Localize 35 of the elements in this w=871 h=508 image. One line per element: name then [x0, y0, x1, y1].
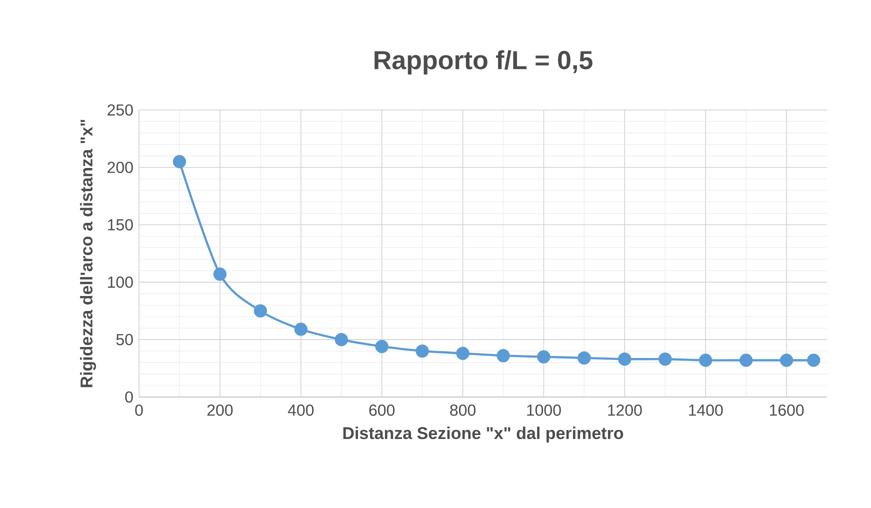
point — [334, 332, 348, 346]
point — [416, 344, 429, 358]
x-axis-title: Distanza Sezione "x" dal perimetro — [343, 426, 624, 443]
point — [456, 346, 470, 360]
x-tick-label: 1600 — [770, 404, 804, 416]
point — [658, 352, 672, 366]
point — [254, 304, 268, 318]
x-tick-label: 600 — [369, 404, 395, 416]
x-tick-label: 1200 — [608, 404, 642, 416]
x-tick-label: 800 — [450, 404, 476, 416]
point — [375, 340, 388, 354]
y-tick-label: 100 — [108, 276, 133, 288]
y-tick-label: 50 — [116, 334, 133, 346]
point — [537, 350, 550, 364]
point — [698, 354, 712, 367]
point — [807, 354, 820, 367]
y-tick-label: 250 — [108, 104, 133, 116]
point — [578, 351, 591, 365]
point — [172, 155, 186, 168]
x-tick-label: 1000 — [527, 404, 561, 416]
x-tick-label: 400 — [288, 404, 314, 416]
point — [739, 354, 753, 367]
point — [496, 349, 510, 362]
point — [294, 322, 308, 336]
y-axis-title: Rigidezza dell'arco a distanza "x" — [80, 120, 96, 388]
point — [618, 352, 632, 366]
x-tick-label: 0 — [135, 404, 143, 416]
point — [780, 354, 794, 367]
chart-title: Rapporto f/L = 0,5 — [374, 50, 592, 74]
x-tick-label: 200 — [207, 404, 233, 416]
y-tick-label: 0 — [125, 391, 133, 403]
x-tick-label: 1400 — [689, 404, 723, 416]
y-tick-label: 150 — [108, 219, 133, 230]
y-tick-label: 200 — [108, 162, 133, 174]
point — [213, 268, 227, 281]
